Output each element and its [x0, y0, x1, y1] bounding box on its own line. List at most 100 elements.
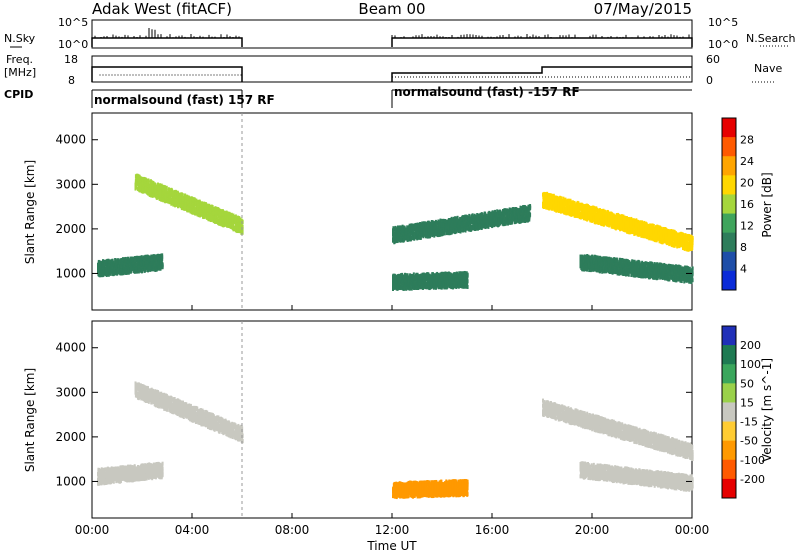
data-cell: [157, 254, 159, 259]
freq-panel: Freq. [MHz] 18 8 60 0 Nave: [4, 53, 782, 87]
data-cell: [460, 228, 463, 233]
data-cell: [463, 277, 466, 282]
data-cell: [214, 206, 217, 211]
data-cell: [401, 272, 404, 277]
data-cell: [99, 273, 102, 278]
data-cell: [473, 213, 476, 218]
data-cell: [544, 199, 547, 204]
data-cell: [138, 264, 141, 269]
nsky-series: [391, 37, 693, 47]
data-cell: [432, 273, 435, 278]
data-cell: [491, 224, 494, 229]
data-cell: [403, 286, 406, 291]
data-cell: [478, 225, 481, 230]
data-cell: [414, 279, 417, 284]
data-cell: [219, 208, 222, 213]
data-cell: [184, 200, 187, 205]
data-cell: [187, 205, 190, 210]
data-cell: [498, 221, 501, 226]
data-cell: [423, 232, 426, 237]
data-cell: [453, 282, 456, 287]
data-cell: [175, 198, 178, 203]
data-cell: [151, 183, 154, 188]
data-cell: [435, 274, 438, 279]
data-cell: [545, 205, 548, 210]
data-cell: [165, 185, 168, 190]
data-cell: [507, 209, 510, 214]
data-cell: [529, 206, 532, 211]
data-cell: [229, 215, 232, 220]
data-cell: [229, 222, 232, 227]
data-cell: [392, 285, 395, 290]
data-cell: [436, 225, 439, 230]
data-cell: [165, 188, 168, 193]
data-cell: [193, 203, 196, 208]
data-cell: [464, 220, 467, 225]
data-cell: [241, 220, 244, 225]
data-cell: [414, 225, 417, 230]
data-cell: [494, 209, 497, 214]
data-cell: [210, 214, 213, 219]
data-cell: [464, 279, 467, 284]
data-cell: [419, 235, 422, 240]
data-cell: [502, 218, 505, 223]
data-cell: [151, 180, 154, 185]
nsky-trace: [91, 28, 693, 47]
data-cell: [487, 221, 489, 226]
data-cell: [181, 192, 184, 197]
cpid-label: CPID: [4, 88, 33, 101]
data-cell: [152, 193, 155, 198]
data-cell: [161, 255, 164, 260]
data-cell: [224, 215, 227, 220]
data-cell: [152, 180, 155, 185]
data-cell: [142, 189, 144, 194]
data-cell: [414, 222, 417, 227]
data-cell: [234, 217, 237, 222]
data-cell: [443, 225, 446, 230]
data-cell: [420, 226, 423, 231]
data-cell: [516, 218, 519, 223]
data-cell: [117, 269, 120, 274]
data-cell: [215, 210, 218, 215]
data-cell: [404, 273, 407, 278]
data-cell: [192, 210, 195, 215]
data-cell: [169, 196, 172, 201]
data-cell: [437, 219, 440, 224]
data-cell: [198, 209, 201, 214]
data-cell: [474, 227, 477, 232]
data-cell: [527, 210, 530, 215]
data-cell: [422, 285, 424, 290]
data-cell: [209, 213, 212, 218]
data-cell: [405, 285, 408, 290]
nsearch-tick-low: 10^0: [708, 38, 738, 51]
data-cell: [227, 211, 230, 216]
freq-trace: [91, 66, 692, 82]
data-cell: [160, 183, 163, 188]
data-cell: [466, 284, 469, 289]
data-cell: [403, 277, 406, 282]
beam-title: Beam 00: [358, 0, 425, 18]
data-cell: [492, 211, 494, 216]
data-cell: [134, 257, 137, 262]
data-cell: [144, 177, 147, 182]
data-cell: [466, 281, 469, 286]
data-cell: [471, 213, 474, 218]
freq-label-1: Freq.: [6, 53, 33, 66]
data-cell: [521, 214, 524, 219]
nsky-panel: N.Sky 10^5 10^0 N.Search 10^5 10^0: [4, 16, 796, 51]
data-cell: [421, 223, 424, 228]
data-cell: [220, 209, 223, 214]
data-cell: [410, 286, 413, 291]
nsky-series: [91, 37, 243, 47]
station-title: Adak West (fitACF): [92, 0, 232, 18]
data-cell: [210, 216, 213, 221]
data-cell: [164, 185, 167, 190]
freq-tick-low: 8: [68, 74, 75, 87]
data-cell: [424, 234, 427, 239]
nave-tick-low: 0: [706, 74, 713, 87]
data-cell: [140, 255, 143, 260]
data-cell: [122, 257, 124, 262]
data-cell: [101, 263, 104, 268]
data-cell: [507, 221, 509, 226]
